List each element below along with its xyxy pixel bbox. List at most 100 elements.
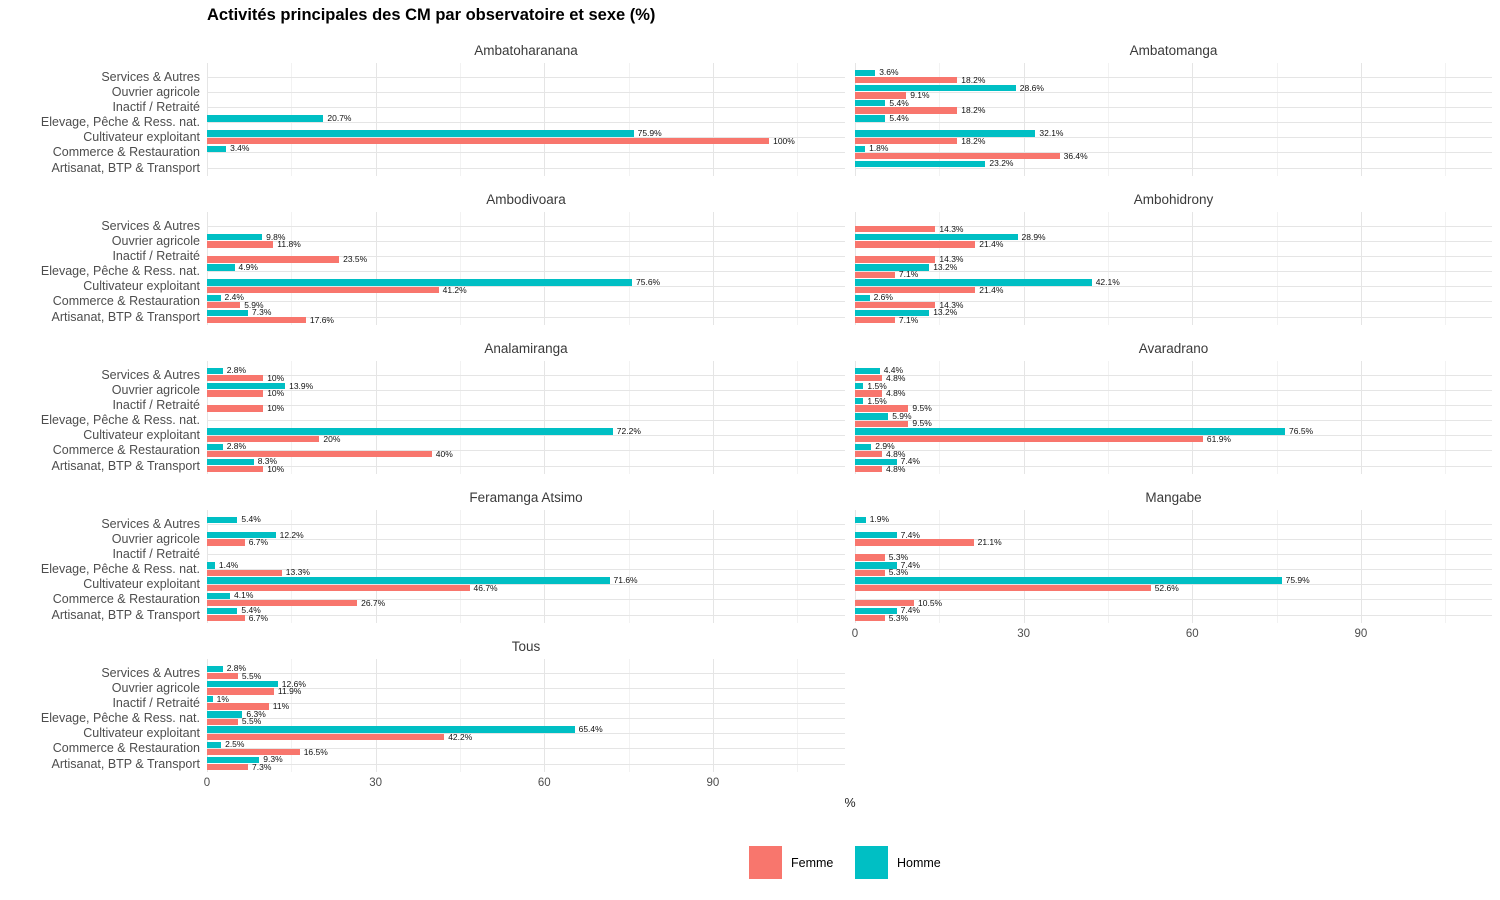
y-axis-label: Services & Autres bbox=[101, 367, 200, 382]
facet-ambatoharanana: Ambatoharanana 20.7% 75.9% 100% 3.4% Services… bbox=[41, 43, 845, 176]
bar-femme bbox=[855, 435, 1203, 443]
bar-value-label: 6.7% bbox=[248, 537, 269, 547]
bar-value-label: 2.9% bbox=[875, 441, 895, 452]
gridline-major bbox=[375, 212, 377, 325]
bar-value-label: 4.8% bbox=[886, 448, 906, 459]
bar-femme bbox=[855, 92, 907, 99]
gridline-minor bbox=[797, 212, 799, 325]
bar-value-label: 42.1% bbox=[1095, 277, 1120, 288]
bar-value-label: 75.9% bbox=[637, 128, 662, 139]
gridline-minor bbox=[939, 63, 941, 176]
legend-label-homme: Homme bbox=[897, 856, 941, 870]
bar-value-label: 4.9% bbox=[238, 261, 258, 272]
bar-femme bbox=[855, 375, 882, 382]
facet-panel: 2.8% 10% 13.9% 10% 10% 72.2% 20% 2.8% 40% 8.3% 10% bbox=[207, 361, 845, 474]
bar-homme bbox=[855, 84, 1016, 92]
gridline-minor bbox=[460, 63, 461, 176]
gridline-minor bbox=[939, 361, 941, 474]
bar-femme bbox=[207, 301, 241, 309]
y-axis-label: Commerce & Restauration bbox=[52, 592, 200, 607]
gridline-minor bbox=[797, 510, 799, 623]
bar-value-label: 23.5% bbox=[343, 254, 368, 265]
gridline-horizontal bbox=[855, 91, 1492, 93]
gridline-horizontal bbox=[855, 271, 1492, 273]
gridline-horizontal bbox=[207, 420, 845, 422]
bar-value-label: 5.5% bbox=[241, 670, 262, 681]
bar-femme bbox=[855, 584, 1151, 592]
gridline-major bbox=[712, 659, 714, 772]
bar-value-label: 5.4% bbox=[889, 97, 909, 108]
gridline-horizontal bbox=[855, 404, 1492, 406]
bar-value-label: 2.4% bbox=[224, 292, 244, 303]
bar-homme bbox=[207, 115, 324, 122]
facet-title: Mangabe bbox=[1145, 490, 1202, 505]
bar-value-label: 41.2% bbox=[442, 284, 467, 295]
bar-value-label: 5.4% bbox=[889, 112, 909, 123]
gridline-horizontal bbox=[207, 316, 845, 318]
gridline-minor bbox=[460, 510, 461, 623]
gridline-horizontal bbox=[207, 569, 845, 571]
gridline-horizontal bbox=[207, 152, 845, 154]
gridline-horizontal bbox=[207, 389, 845, 391]
bar-value-label: 4.4% bbox=[883, 365, 904, 376]
gridline-horizontal bbox=[855, 420, 1492, 422]
bar-homme bbox=[855, 294, 870, 301]
y-axis-label: Cultivateur exploitant bbox=[83, 130, 200, 145]
bar-value-label: 12.6% bbox=[281, 678, 306, 689]
bar-femme bbox=[855, 241, 976, 248]
y-axis-label: Artisanat, BTP & Transport bbox=[51, 458, 200, 473]
gridline-minor bbox=[797, 63, 799, 176]
gridline-horizontal bbox=[207, 523, 845, 525]
gridline-horizontal bbox=[207, 91, 845, 93]
bar-femme bbox=[855, 271, 895, 278]
bar-homme bbox=[207, 531, 276, 539]
bar-value-label: 9.1% bbox=[910, 90, 930, 100]
gridline-major bbox=[544, 659, 546, 772]
gridline-major bbox=[712, 212, 714, 325]
gridline-minor bbox=[1276, 63, 1278, 176]
bar-homme bbox=[855, 279, 1092, 286]
gridline-major bbox=[1192, 212, 1194, 325]
gridline-major bbox=[1023, 510, 1025, 623]
bar-value-label: 21.4% bbox=[979, 239, 1004, 249]
y-axis-label: Elevage, Pêche & Ress. nat. bbox=[40, 413, 200, 428]
gridline-horizontal bbox=[855, 122, 1492, 124]
gridline-horizontal bbox=[855, 450, 1492, 452]
bar-femme bbox=[855, 599, 914, 607]
gridline-minor bbox=[291, 212, 293, 325]
gridline-minor bbox=[1445, 510, 1447, 623]
gridline-horizontal bbox=[855, 76, 1492, 78]
bar-homme bbox=[855, 413, 889, 420]
bar-value-label: 20% bbox=[323, 433, 341, 444]
bar-value-label: 100% bbox=[773, 135, 795, 146]
bar-femme bbox=[855, 466, 882, 473]
y-axis-label: Elevage, Pêche & Ress. nat. bbox=[40, 264, 200, 279]
bar-homme bbox=[207, 145, 227, 152]
gridline-major bbox=[712, 361, 714, 474]
bar-value-label: 4.8% bbox=[886, 372, 906, 383]
bar-value-label: 76.5% bbox=[1289, 426, 1314, 437]
bar-femme bbox=[207, 256, 340, 263]
gridline-minor bbox=[628, 63, 630, 176]
bar-homme bbox=[855, 398, 864, 405]
bar-homme bbox=[207, 458, 254, 466]
gridline-major bbox=[375, 510, 377, 623]
bar-value-label: 6.7% bbox=[248, 612, 269, 623]
x-axis-tick-label: 30 bbox=[369, 777, 382, 789]
bar-value-label: 5.4% bbox=[241, 605, 261, 616]
bar-value-label: 5.9% bbox=[244, 299, 264, 310]
gridline-major bbox=[544, 510, 546, 623]
bar-value-label: 7.1% bbox=[898, 269, 919, 280]
bar-value-label: 71.6% bbox=[613, 575, 638, 586]
bar-femme bbox=[855, 107, 958, 114]
gridline-minor bbox=[460, 659, 461, 772]
y-axis-label: Ouvrier agricole bbox=[111, 84, 200, 99]
y-axis-label: Cultivateur exploitant bbox=[83, 428, 200, 443]
x-axis-title: % bbox=[844, 796, 856, 810]
bar-homme bbox=[855, 607, 897, 615]
gridline-horizontal bbox=[207, 733, 845, 735]
y-axis-label: Ouvrier agricole bbox=[111, 531, 200, 546]
gridline-horizontal bbox=[855, 553, 1492, 555]
gridline-horizontal bbox=[207, 122, 845, 124]
bar-value-label: 7.3% bbox=[252, 307, 272, 318]
